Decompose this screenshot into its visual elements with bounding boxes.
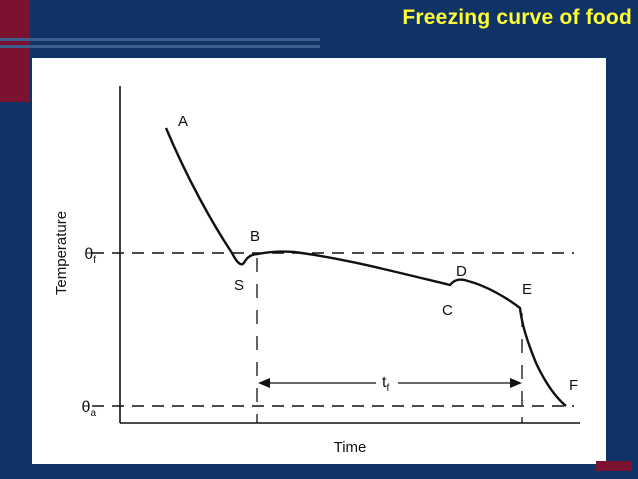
accent-bar-top (0, 0, 30, 52)
freezing-curve-diagram: Temperature Time θf θa tf A B S C D E F (53, 86, 580, 456)
point-label-e: E (522, 281, 532, 298)
arrowhead-right (510, 378, 522, 388)
point-label-f: F (569, 377, 578, 394)
point-label-b: B (250, 228, 260, 245)
point-label-c: C (442, 302, 453, 319)
arrowhead-left (258, 378, 270, 388)
point-label-s: S (234, 277, 244, 294)
stripe-decoration (0, 38, 320, 41)
freezing-curve-figure: Temperature Time θf θa tf A B S C D E F (32, 58, 606, 464)
x-axis-label: Time (334, 439, 367, 456)
theta-a-label: θa (82, 399, 97, 419)
label-mask (376, 368, 398, 390)
slide-title: Freezing curve of food (402, 6, 632, 29)
point-label-d: D (456, 263, 467, 280)
freezing-time-label: tf (382, 374, 389, 394)
stripe-decoration (0, 45, 320, 48)
theta-f-label: θf (84, 246, 96, 266)
corner-accent (596, 461, 632, 471)
freezing-curve (164, 127, 567, 407)
point-label-a: A (178, 113, 188, 130)
y-axis-label: Temperature (53, 211, 70, 295)
accent-bar-left (0, 52, 30, 102)
